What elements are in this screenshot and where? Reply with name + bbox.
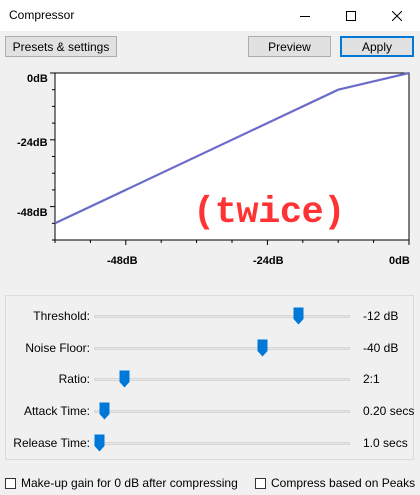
apply-button[interactable]: Apply <box>340 36 414 57</box>
noise-floor-slider-thumb[interactable] <box>257 339 268 357</box>
makeup-gain-checkbox[interactable] <box>5 477 16 489</box>
noise-floor-value: -40 dB <box>363 341 399 355</box>
attack-time-label: Attack Time: <box>23 404 90 418</box>
title-bar: Compressor <box>0 0 420 31</box>
ratio-slider-thumb[interactable] <box>119 370 130 388</box>
x-tick-48db: -48dB <box>107 255 138 267</box>
minimize-button[interactable] <box>282 0 328 31</box>
release-time-track[interactable] <box>94 442 350 445</box>
noise-floor-track[interactable] <box>94 347 350 350</box>
ratio-track[interactable] <box>94 378 350 381</box>
attack-time-slider-thumb[interactable] <box>99 402 110 420</box>
y-tick-48db: -48dB <box>17 207 48 219</box>
close-button[interactable] <box>374 0 420 31</box>
threshold-slider-thumb[interactable] <box>293 307 304 325</box>
attack-time-row: Attack Time: 0.20 secs <box>0 401 420 423</box>
x-tick-24db: -24dB <box>253 255 284 267</box>
noise-floor-label: Noise Floor: <box>25 341 90 355</box>
release-time-row: Release Time: 1.0 secs <box>0 433 420 455</box>
ratio-label: Ratio: <box>58 372 90 386</box>
release-time-slider-thumb[interactable] <box>94 434 105 452</box>
noise-floor-row: Noise Floor: -40 dB <box>0 338 420 360</box>
minimize-icon <box>300 15 310 17</box>
compression-graph: 0dB -24dB -48dB -48dB -24dB 0dB <box>0 64 420 274</box>
release-time-value: 1.0 secs <box>363 436 408 450</box>
y-tick-0db: 0dB <box>27 73 48 85</box>
release-time-label: Release Time: <box>13 436 90 450</box>
attack-time-value: 0.20 secs <box>363 404 415 418</box>
ratio-row: Ratio: 2:1 <box>0 369 420 391</box>
attack-time-track[interactable] <box>94 410 350 413</box>
graph-plot-area <box>54 72 410 241</box>
maximize-button[interactable] <box>328 0 374 31</box>
threshold-row: Threshold: -12 dB <box>0 306 420 328</box>
y-tick-24db: -24dB <box>17 137 48 149</box>
peaks-option[interactable]: Compress based on Peaks <box>255 476 415 490</box>
threshold-track[interactable] <box>94 315 350 318</box>
peaks-label: Compress based on Peaks <box>271 476 416 490</box>
threshold-label: Threshold: <box>33 309 90 323</box>
threshold-value: -12 dB <box>363 309 399 323</box>
makeup-gain-label: Make-up gain for 0 dB after compressing <box>21 476 238 490</box>
maximize-icon <box>346 10 356 21</box>
graph-canvas <box>50 71 410 245</box>
overlay-annotation: (twice) <box>193 192 345 234</box>
peaks-checkbox[interactable] <box>255 477 266 489</box>
preview-button[interactable]: Preview <box>248 36 331 57</box>
close-icon <box>392 10 402 21</box>
window-title: Compressor <box>9 8 75 22</box>
settings-group <box>5 295 414 460</box>
makeup-gain-option[interactable]: Make-up gain for 0 dB after compressing <box>5 476 238 490</box>
ratio-value: 2:1 <box>363 372 380 386</box>
x-tick-0db: 0dB <box>389 255 410 267</box>
compression-curve <box>54 71 410 225</box>
presets-settings-button[interactable]: Presets & settings <box>5 36 117 57</box>
